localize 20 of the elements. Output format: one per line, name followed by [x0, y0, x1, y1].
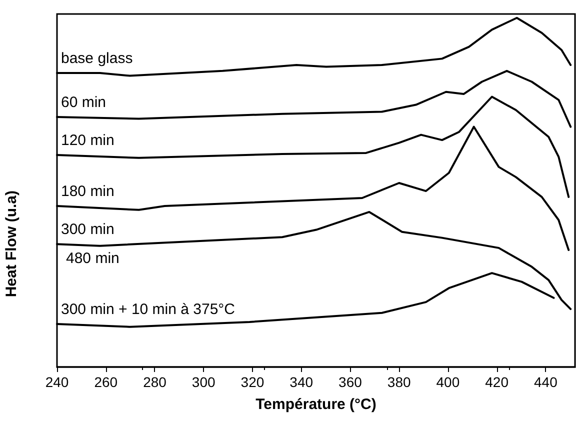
x-tick-label: 300 [192, 374, 216, 390]
series-label: base glass [60, 50, 133, 68]
x-tick-label: 280 [143, 374, 167, 390]
series-label: 60 min [60, 94, 106, 111]
x-tick-label: 420 [485, 374, 509, 390]
series-label: 300 min + 10 min à 375°C [60, 301, 236, 318]
x-tick-label: 380 [387, 374, 411, 390]
series-label: 180 min [60, 183, 114, 200]
x-tick-label: 440 [534, 374, 558, 390]
x-tick-label: 360 [338, 374, 362, 390]
x-tick-label: 400 [436, 374, 460, 390]
y-axis-title: Heat Flow (u.a) [3, 190, 20, 298]
series-label: 300 min [60, 221, 114, 238]
x-tick-label: 320 [240, 374, 264, 390]
series-label: 120 min [60, 132, 114, 150]
annotation: 480 min [66, 250, 120, 267]
x-tick-label: 240 [45, 374, 69, 390]
x-axis-title: Température (°C) [256, 396, 376, 413]
x-tick-label: 260 [94, 374, 118, 390]
x-tick-label: 340 [290, 374, 314, 390]
